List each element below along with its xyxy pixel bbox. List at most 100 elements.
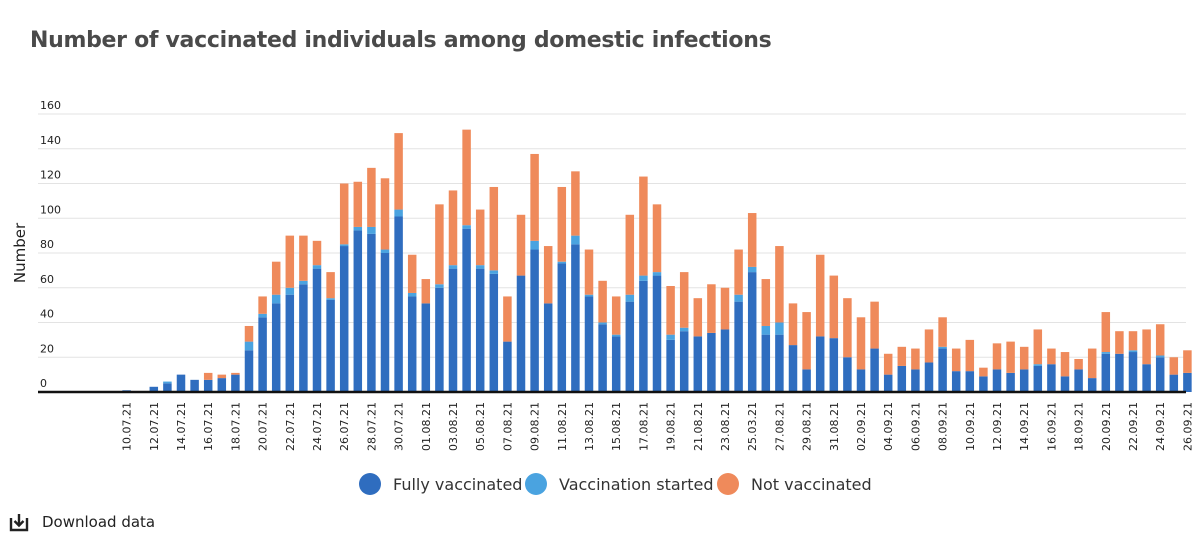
bar-fully-vaccinated — [163, 383, 172, 392]
x-tick-label: 17.08.21 — [637, 402, 650, 451]
bar-not-vaccinated — [421, 279, 431, 304]
bar-fully-vaccinated — [1169, 374, 1179, 393]
bar-fully-vaccinated — [911, 369, 920, 392]
bar-not-vaccinated — [1155, 324, 1165, 356]
x-tick-label: 24.07.21 — [311, 402, 324, 451]
bar-fully-vaccinated — [747, 272, 757, 392]
bar-vaccination-started — [326, 298, 335, 300]
bar-fully-vaccinated — [421, 303, 431, 392]
bar-not-vaccinated — [530, 153, 539, 241]
bar-vaccination-started — [1128, 350, 1138, 353]
x-tick-label: 05.08.21 — [474, 402, 487, 451]
x-tick-label: 21.08.21 — [692, 402, 705, 451]
bar-not-vaccinated — [788, 303, 798, 346]
bar-not-vaccinated — [217, 374, 227, 379]
bar-fully-vaccinated — [829, 338, 839, 392]
legend-label: Vaccination started — [559, 474, 714, 494]
legend-item-fully-vaccinated[interactable]: Fully vaccinated — [359, 472, 522, 496]
bar-not-vaccinated — [503, 296, 512, 342]
x-tick-label: 07.08.21 — [501, 402, 514, 451]
bar-fully-vaccinated — [992, 369, 1002, 392]
bar-fully-vaccinated — [720, 329, 730, 392]
bar-vaccination-started — [367, 226, 376, 234]
bar-not-vaccinated — [394, 133, 403, 210]
bar-vaccination-started — [530, 240, 539, 250]
bar-not-vaccinated — [938, 317, 947, 347]
bar-fully-vaccinated — [299, 284, 308, 392]
bar-vaccination-started — [312, 265, 322, 269]
bar-fully-vaccinated — [285, 294, 295, 392]
bar-fully-vaccinated — [1142, 364, 1151, 392]
bar-fully-vaccinated — [965, 371, 975, 392]
bar-not-vaccinated — [231, 372, 240, 375]
x-tick-label: 01.08.21 — [420, 402, 433, 451]
bar-fully-vaccinated — [897, 365, 907, 392]
bar-vaccination-started — [1033, 364, 1043, 366]
bar-fully-vaccinated — [625, 301, 635, 392]
bar-fully-vaccinated — [543, 303, 553, 392]
bar-not-vaccinated — [1033, 329, 1043, 365]
x-tick-label: 29.08.21 — [801, 402, 814, 451]
bar-vaccination-started — [679, 327, 689, 332]
y-tick-label: 80 — [40, 238, 54, 251]
x-tick-label: 31.08.21 — [828, 402, 841, 451]
bar-not-vaccinated — [870, 301, 879, 349]
y-tick-label: 20 — [40, 342, 54, 355]
bar-not-vaccinated — [1047, 348, 1056, 365]
bar-not-vaccinated — [557, 186, 567, 262]
bar-fully-vaccinated — [693, 336, 703, 392]
x-tick-label: 04.09.21 — [882, 402, 895, 451]
bar-not-vaccinated — [516, 214, 526, 276]
legend-item-not-vaccinated[interactable]: Not vaccinated — [717, 472, 872, 496]
bar-vaccination-started — [244, 341, 254, 351]
x-tick-label: 09.08.21 — [529, 402, 542, 451]
chart-title: Number of vaccinated individuals among d… — [30, 28, 772, 53]
bar-not-vaccinated — [720, 287, 730, 330]
bar-vaccination-started — [775, 322, 784, 335]
bar-not-vaccinated — [693, 298, 703, 337]
bar-fully-vaccinated — [353, 230, 363, 392]
download-data-label: Download data — [42, 513, 156, 531]
bar-not-vaccinated — [992, 343, 1002, 370]
bar-vaccination-started — [339, 244, 349, 247]
bar-fully-vaccinated — [557, 263, 567, 392]
bar-not-vaccinated — [571, 171, 580, 236]
legend-label: Not vaccinated — [751, 474, 872, 494]
bar-fully-vaccinated — [707, 332, 716, 392]
bar-fully-vaccinated — [435, 287, 444, 392]
bar-not-vaccinated — [1142, 329, 1151, 365]
bar-fully-vaccinated — [856, 369, 866, 392]
legend-swatch — [359, 473, 381, 495]
bar-fully-vaccinated — [217, 378, 227, 392]
bar-fully-vaccinated — [870, 348, 879, 392]
x-tick-label: 18.09.21 — [1073, 402, 1086, 451]
bar-not-vaccinated — [951, 348, 961, 372]
x-tick-label: 03.08.21 — [447, 402, 460, 451]
bar-fully-vaccinated — [231, 374, 240, 393]
download-data-button[interactable]: Download data — [8, 510, 155, 534]
bar-not-vaccinated — [924, 329, 934, 363]
y-tick-label: 140 — [40, 134, 61, 147]
legend-swatch — [525, 473, 547, 495]
bar-fully-vaccinated — [883, 374, 893, 393]
bar-fully-vaccinated — [258, 317, 267, 392]
bar-not-vaccinated — [625, 214, 635, 295]
bar-vaccination-started — [380, 249, 390, 253]
bar-fully-vaccinated — [339, 246, 349, 392]
bar-not-vaccinated — [775, 246, 784, 323]
bar-fully-vaccinated — [203, 379, 213, 392]
legend-item-vaccination-started[interactable]: Vaccination started — [525, 472, 714, 496]
bar-not-vaccinated — [1019, 346, 1029, 370]
x-tick-label: 10.07.21 — [121, 402, 134, 451]
x-tick-label: 22.07.21 — [284, 402, 297, 451]
bar-not-vaccinated — [1006, 341, 1015, 373]
legend-label: Fully vaccinated — [393, 474, 523, 494]
bar-not-vaccinated — [353, 181, 363, 227]
x-tick-label: 15.08.21 — [610, 402, 623, 451]
bar-fully-vaccinated — [530, 249, 539, 392]
y-axis-label: Number — [11, 222, 29, 283]
bar-fully-vaccinated — [1128, 352, 1138, 392]
bar-vaccination-started — [489, 270, 499, 274]
bar-vaccination-started — [299, 280, 308, 285]
bar-vaccination-started — [639, 275, 648, 281]
